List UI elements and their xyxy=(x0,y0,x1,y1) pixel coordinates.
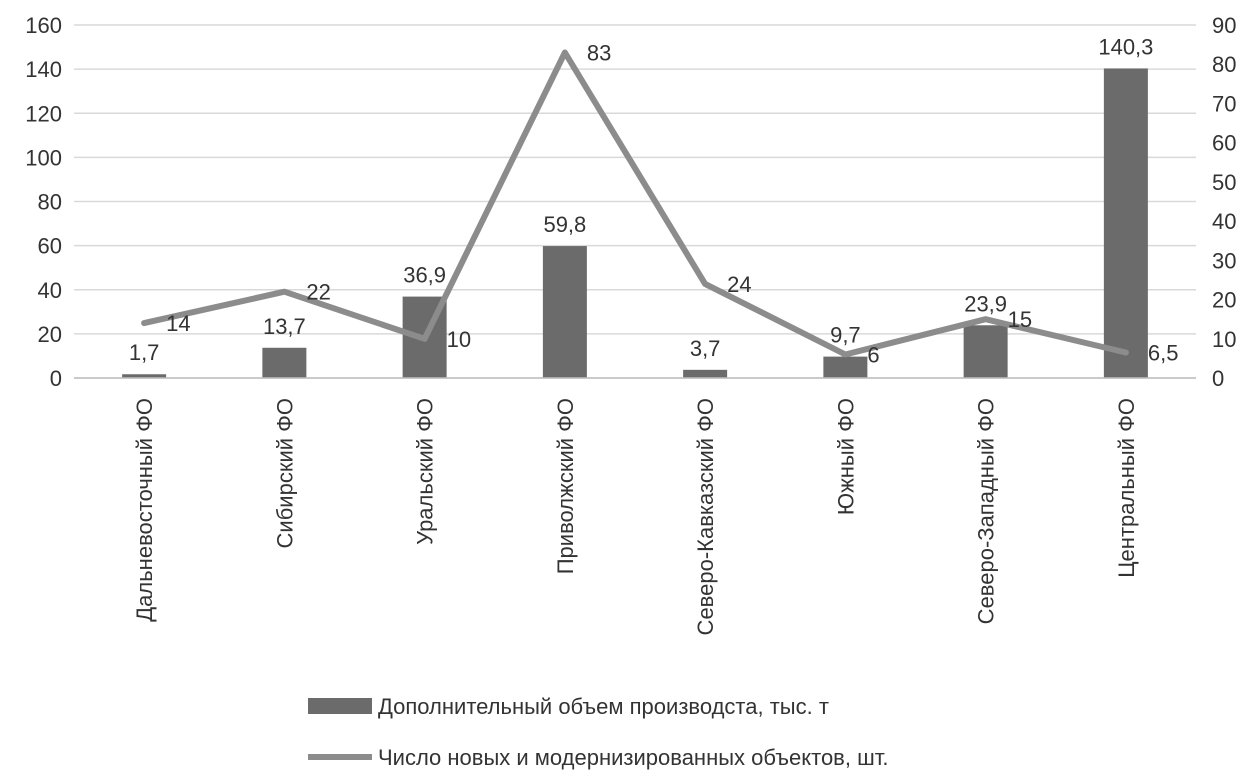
y-right-tick-label: 40 xyxy=(1212,209,1236,234)
right-axis: 0 10 20 30 40 50 60 70 80 90 xyxy=(1212,13,1236,391)
line-data-label: 6,5 xyxy=(1148,341,1179,366)
line-series xyxy=(141,49,1129,358)
line-data-label: 6 xyxy=(867,342,879,367)
y-left-tick-label: 100 xyxy=(25,145,62,170)
y-right-tick-label: 30 xyxy=(1212,248,1236,273)
y-right-tick-label: 80 xyxy=(1212,52,1236,77)
line-data-label: 24 xyxy=(727,272,751,297)
y-left-tick-label: 120 xyxy=(25,101,62,126)
category-label: Дальневосточный ФО xyxy=(132,398,157,622)
bar-data-label: 3,7 xyxy=(690,336,721,361)
y-right-tick-label: 0 xyxy=(1212,366,1224,391)
bar-data-label: 13,7 xyxy=(263,314,306,339)
y-left-tick-label: 0 xyxy=(50,366,62,391)
legend-bar-swatch xyxy=(308,698,372,714)
y-left-tick-label: 40 xyxy=(38,278,62,303)
y-right-tick-label: 60 xyxy=(1212,131,1236,156)
category-label: Северо-Кавказский ФО xyxy=(693,398,718,635)
data-labels: 1,7 13,7 36,9 59,8 3,7 9,7 23,9 140,3 14 22 10 83 24… xyxy=(129,34,1179,367)
bar xyxy=(262,347,307,378)
bar xyxy=(823,356,868,378)
y-right-tick-label: 10 xyxy=(1212,327,1236,352)
bar xyxy=(542,246,587,378)
y-left-tick-label: 80 xyxy=(38,190,62,215)
left-axis: 0 20 40 60 80 100 120 140 160 xyxy=(25,13,62,391)
legend: Дополнительный объем производста, тыс. т… xyxy=(308,694,889,770)
bar-data-label: 1,7 xyxy=(129,340,160,365)
category-label: Уральский ФО xyxy=(413,398,438,545)
category-label: Приволжский ФО xyxy=(553,398,578,574)
y-left-tick-label: 60 xyxy=(38,234,62,259)
bar-data-label: 140,3 xyxy=(1098,34,1153,59)
line-data-label: 15 xyxy=(1008,307,1032,332)
y-right-tick-label: 50 xyxy=(1212,170,1236,195)
y-left-tick-label: 20 xyxy=(38,322,62,347)
y-left-tick-label: 140 xyxy=(25,57,62,82)
bar-data-label: 59,8 xyxy=(543,212,586,237)
category-label: Центральный ФО xyxy=(1114,398,1139,578)
y-right-tick-label: 70 xyxy=(1212,91,1236,116)
bar xyxy=(1103,68,1148,378)
line-path xyxy=(141,49,1129,358)
bar-data-label: 36,9 xyxy=(403,263,446,288)
y-left-tick-label: 160 xyxy=(25,13,62,38)
line-data-label: 14 xyxy=(166,311,190,336)
bar xyxy=(122,374,167,378)
x-axis: Дальневосточный ФО Сибирский ФО Уральский … xyxy=(74,377,1196,635)
line-data-label: 22 xyxy=(306,280,330,305)
bar-data-label: 23,9 xyxy=(964,291,1007,316)
line-data-label: 10 xyxy=(447,327,471,352)
bar-data-label: 9,7 xyxy=(830,323,861,348)
line-data-label: 83 xyxy=(587,40,611,65)
category-label: Северо-Западный ФО xyxy=(974,398,999,624)
bar xyxy=(963,325,1008,378)
y-right-tick-label: 90 xyxy=(1212,13,1236,38)
category-label: Южный ФО xyxy=(833,398,858,515)
category-label: Сибирский ФО xyxy=(272,398,297,548)
bar xyxy=(683,369,728,378)
y-right-tick-label: 20 xyxy=(1212,288,1236,313)
gridlines xyxy=(74,24,1196,379)
legend-bar-label: Дополнительный объем производста, тыс. т xyxy=(378,694,829,719)
legend-line-label: Число новых и модернизированных объектов… xyxy=(378,745,889,770)
